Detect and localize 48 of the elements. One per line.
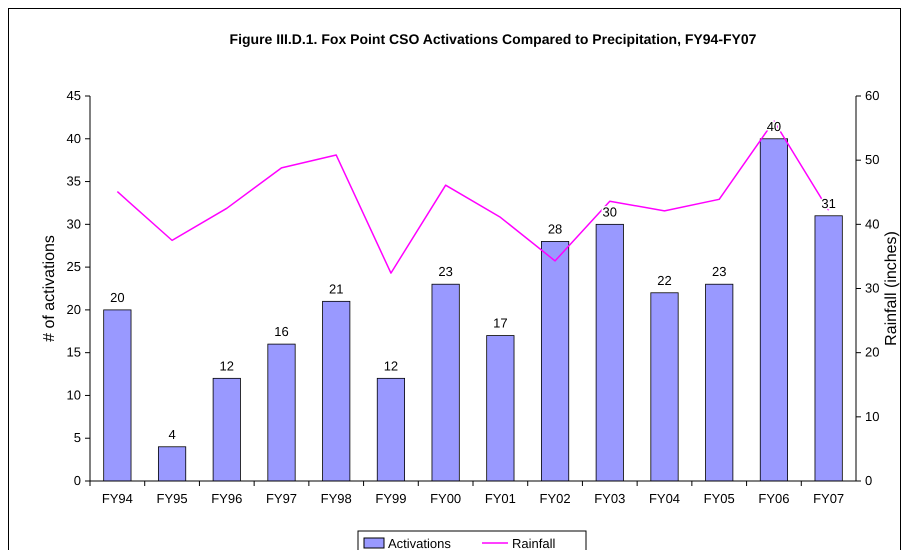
y2-tick-label: 40: [865, 216, 880, 232]
x-tick-label: FY95: [156, 491, 188, 506]
y2-tick-label: 50: [865, 152, 880, 168]
y-axis-title: # of activations: [41, 235, 58, 342]
data-label: 23: [712, 264, 726, 280]
y2-tick-label: 30: [865, 280, 880, 296]
x-tick-label: FY99: [375, 491, 406, 506]
y2-tick-label: 20: [865, 344, 880, 360]
data-label: 17: [493, 316, 508, 331]
y-tick-label: 45: [66, 88, 81, 103]
data-label: 21: [328, 281, 344, 296]
y2-axis-title: Rainfall (inches): [883, 231, 900, 346]
x-tick-label: FY94: [102, 491, 133, 506]
y2-tick-label: 10: [865, 408, 880, 424]
y2-tick-label: 60: [865, 88, 880, 103]
data-label: 28: [548, 221, 562, 236]
y2-tick-label: 0: [865, 473, 872, 488]
data-label: 12: [220, 358, 234, 374]
x-tick-label: FY05: [704, 491, 735, 506]
data-label: 22: [657, 272, 672, 288]
x-tick-label: FY98: [320, 491, 352, 506]
y-tick-label: 20: [66, 302, 81, 317]
y-tick-label: 10: [66, 387, 81, 402]
x-tick-label: FY01: [484, 491, 516, 506]
x-tick-label: FY97: [266, 491, 298, 506]
data-label: 16: [274, 324, 289, 340]
y-tick-label: 15: [66, 344, 81, 360]
data-label: 12: [384, 358, 398, 374]
chart-title: Figure III.D.1. Fox Point CSO Activations Compared to Precipitation, FY94-FY07: [230, 31, 757, 47]
legend-label: Rainfall: [512, 536, 556, 550]
y-tick-label: 0: [74, 473, 81, 488]
x-tick-label: FY04: [648, 491, 680, 506]
y-tick-label: 25: [66, 259, 81, 274]
x-tick-label: FY06: [758, 491, 790, 506]
legend-label: Activations: [388, 536, 452, 550]
data-label: 23: [438, 264, 453, 280]
data-label: 30: [602, 204, 618, 220]
y-tick-label: 35: [66, 174, 81, 189]
y-tick-label: 40: [66, 130, 81, 146]
x-tick-label: FY07: [813, 491, 844, 506]
x-tick-label: FY02: [540, 491, 571, 506]
data-label: 20: [110, 290, 125, 305]
x-tick-label: FY00: [430, 491, 462, 506]
y-tick-label: 30: [66, 216, 81, 232]
y-tick-label: 5: [74, 430, 81, 446]
x-tick-label: FY03: [594, 491, 626, 506]
data-label: 4: [168, 426, 176, 442]
x-tick-label: FY96: [211, 491, 242, 506]
